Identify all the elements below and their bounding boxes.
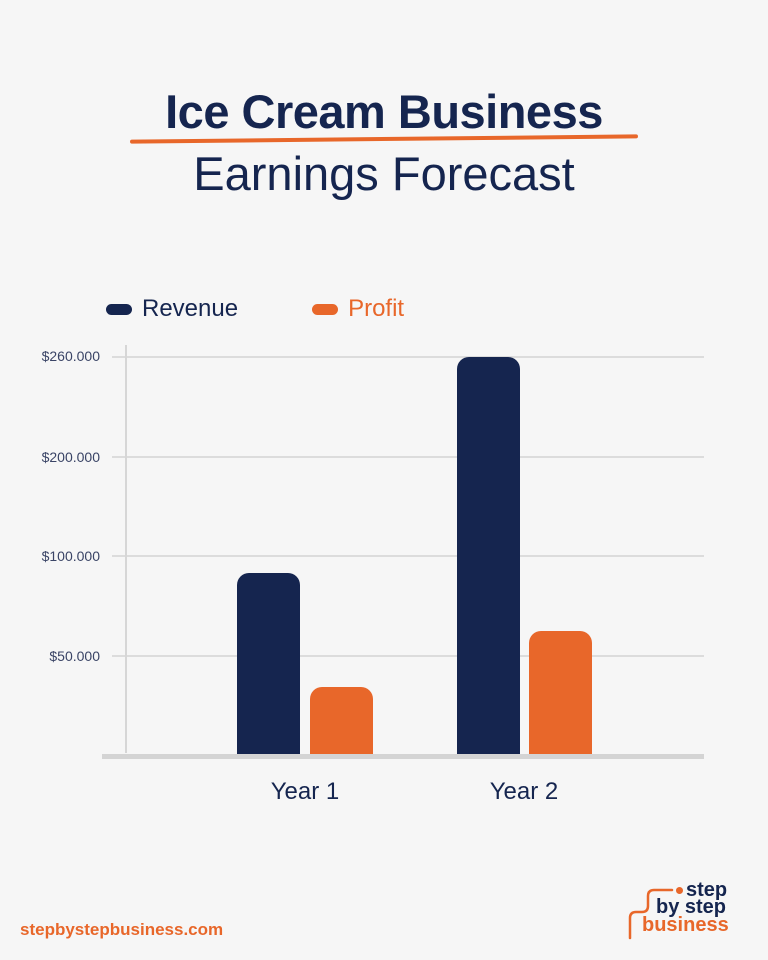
logo-stairs-icon [628,888,674,940]
legend: Revenue Profit [106,294,478,324]
x-label-year2: Year 2 [489,778,559,805]
bar-year1-profit [310,687,373,754]
legend-label-profit: Profit [348,295,405,322]
y-tick-100k: $100.000 [41,548,100,564]
title-line-2: Earnings Forecast [193,147,575,200]
logo-line-1: step [686,879,728,901]
gridline-200k [112,456,704,458]
gridline-50k [112,655,704,657]
x-label-year1: Year 1 [270,778,340,805]
logo-line-3: business [642,914,729,936]
bar-year1-revenue [237,573,300,754]
footer-url: stepbystepbusiness.com [20,920,224,939]
y-tick-50k: $50.000 [49,648,100,664]
logo-dot [676,887,683,894]
bar-year2-profit [529,631,592,754]
y-tick-260k: $260.000 [41,348,100,364]
legend-item-profit: Profit [312,295,404,323]
x-axis-baseline [102,754,704,759]
legend-label-revenue: Revenue [142,295,239,322]
brand-logo: step by step business [624,880,744,940]
revenue-swatch-icon [106,303,132,315]
gridline-100k [112,555,704,557]
y-axis-line [125,345,127,753]
gridline-260k [112,356,704,358]
y-tick-200k: $200.000 [41,449,100,465]
title-line-1: Ice Cream Business [165,85,603,138]
logo-line-2: by step [656,896,727,918]
legend-item-revenue: Revenue [106,295,238,323]
profit-swatch-icon [312,303,339,315]
bar-year2-revenue [457,357,520,754]
